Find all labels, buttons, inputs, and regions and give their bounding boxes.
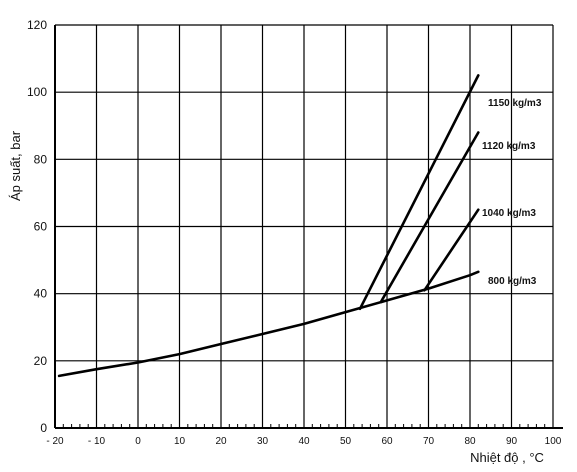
axes [54,25,563,429]
x-tick-label: 80 [464,436,476,447]
x-tick-label: - 10 [88,436,106,447]
series-line-4 [358,74,480,311]
x-tick-label: 50 [340,436,352,447]
x-tick-label: 20 [215,436,227,447]
x-tick-label: 10 [174,436,186,447]
y-tick-label: 60 [34,220,48,234]
series-label-4: 1150 kg/m3 [488,98,542,109]
x-tick-label: 60 [381,436,393,447]
series-lines [57,74,480,378]
x-tick-label: 0 [135,436,141,447]
x-tick-label: 70 [423,436,435,447]
x-tick-label: 40 [298,436,310,447]
series-label-1: 800 kg/m3 [488,276,537,287]
series-line-2 [423,208,480,292]
y-tick-label: 20 [34,354,48,368]
y-tick-label: 0 [40,421,47,435]
x-tick-label: - 20 [46,436,64,447]
y-tick-label: 120 [27,18,47,32]
x-tick-label: 90 [506,436,518,447]
x-axis-label: Nhiệt độ , °C [470,450,544,465]
series-line-3 [379,131,480,304]
x-tick-label: 100 [545,436,562,447]
series-label-3: 1120 kg/m3 [482,141,536,152]
series-labels: 800 kg/m3 1040 kg/m3 1120 kg/m3 1150 kg/m3 [482,98,542,287]
y-axis-label: Áp suất, bar [8,130,23,201]
tick-labels: - 20 - 10 0 10 20 30 40 50 60 70 80 90 100 0 20 40 60 80 1… [27,18,562,447]
series-line-1 [57,270,480,378]
series-label-2: 1040 kg/m3 [482,208,536,219]
y-tick-label: 40 [34,287,48,301]
grid [54,24,554,429]
x-tick-label: 30 [257,436,269,447]
y-tick-label: 100 [27,85,47,99]
y-tick-label: 80 [34,152,48,166]
